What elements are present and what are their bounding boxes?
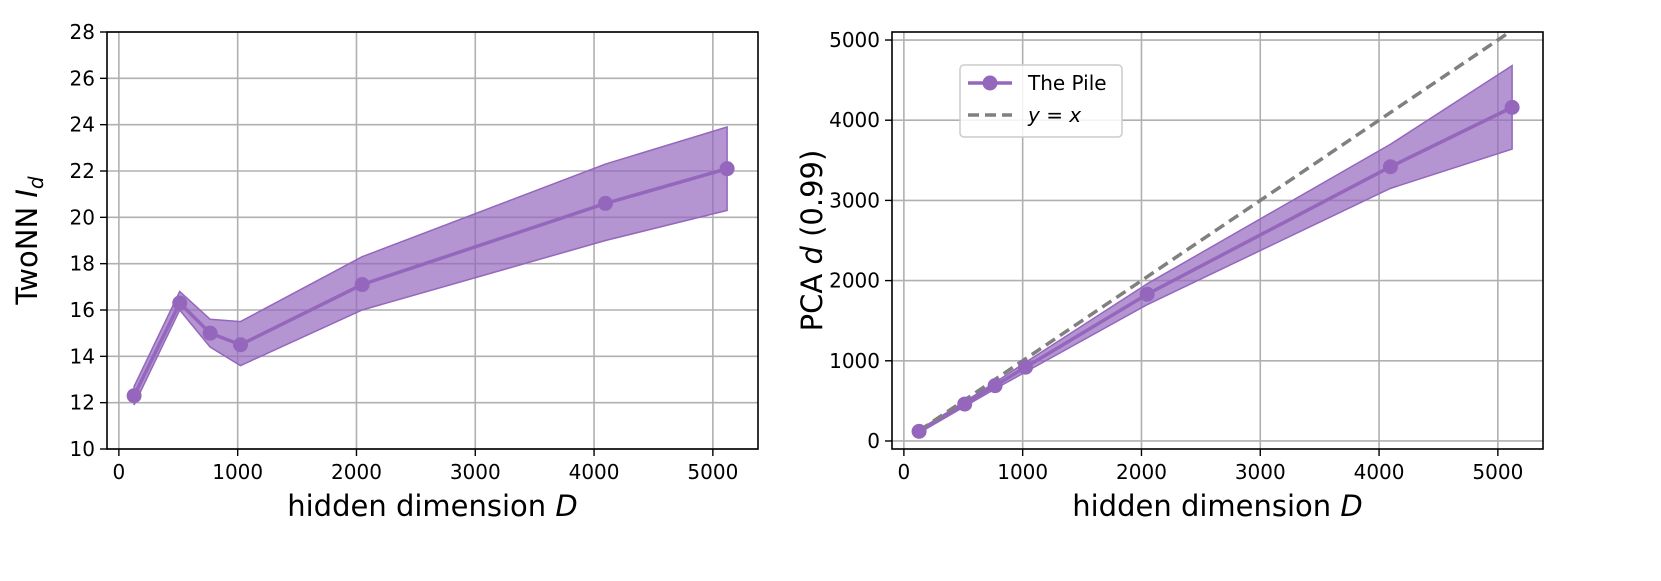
data-point (1018, 359, 1034, 375)
y-tick-label: 2000 (829, 269, 880, 293)
y-axis-label: TwoNN Id (10, 176, 48, 306)
x-tick-label: 0 (898, 460, 911, 484)
twonn-chart: 0 1000 2000 3000 4000 5000 10 12 14 16 18 20 22 24 26 2… (10, 20, 759, 523)
data-point (172, 295, 188, 311)
y-tick-label: 28 (70, 20, 95, 44)
data-point (987, 378, 1003, 394)
y-tick-label: 16 (70, 298, 95, 322)
y-tick-label: 0 (867, 429, 880, 453)
y-tick-label: 1000 (829, 349, 880, 373)
data-point (957, 396, 973, 412)
x-tick-label: 1000 (997, 460, 1048, 484)
data-point (1504, 99, 1520, 115)
x-tick-label: 5000 (687, 460, 738, 484)
x-tick-label: 4000 (569, 460, 620, 484)
y-tick-label: 10 (70, 437, 95, 461)
legend-label: The Pile (1027, 71, 1107, 95)
x-tick-label: 0 (113, 460, 126, 484)
legend-marker (982, 75, 998, 91)
x-tick-label: 5000 (1472, 460, 1523, 484)
y-tick-label: 20 (70, 205, 95, 229)
y-tick-label: 18 (70, 252, 95, 276)
data-point (719, 161, 735, 177)
data-point (1139, 286, 1155, 302)
plot-area (132, 125, 728, 406)
data-point (1382, 159, 1398, 175)
data-point (202, 325, 218, 341)
y-tick-label: 3000 (829, 188, 880, 212)
x-tick-label: 3000 (450, 460, 501, 484)
legend-label: y = x (1027, 103, 1081, 127)
data-point (911, 423, 927, 439)
reference-line (918, 32, 1513, 433)
data-point (597, 195, 613, 211)
y-tick-label: 22 (70, 159, 95, 183)
x-axis-label: hidden dimension D (287, 489, 577, 523)
confidence-band (133, 125, 728, 406)
axes-frame (891, 31, 1544, 450)
data-point (354, 277, 370, 293)
y-tick-label: 24 (70, 113, 95, 137)
y-tick-label: 26 (70, 66, 95, 90)
x-tick-label: 2000 (1116, 460, 1167, 484)
legend: The Pile y = x (959, 64, 1123, 138)
x-tick-label: 4000 (1354, 460, 1405, 484)
x-tick-label: 1000 (212, 460, 263, 484)
pca-chart: 0 1000 2000 3000 4000 5000 0 1000 2000 3000 4000 50… (795, 28, 1544, 523)
x-tick-label: 3000 (1235, 460, 1286, 484)
y-tick-label: 4000 (829, 108, 880, 132)
data-point (233, 337, 249, 353)
data-point (126, 388, 142, 404)
axes-frame (106, 31, 759, 450)
x-axis-label: hidden dimension D (1072, 489, 1362, 523)
y-axis-label: PCA d (0.99) (795, 150, 829, 332)
y-tick-label: 14 (70, 344, 95, 368)
y-tick-label: 5000 (829, 28, 880, 52)
y-tick-label: 12 (70, 391, 95, 415)
x-tick-label: 2000 (331, 460, 382, 484)
